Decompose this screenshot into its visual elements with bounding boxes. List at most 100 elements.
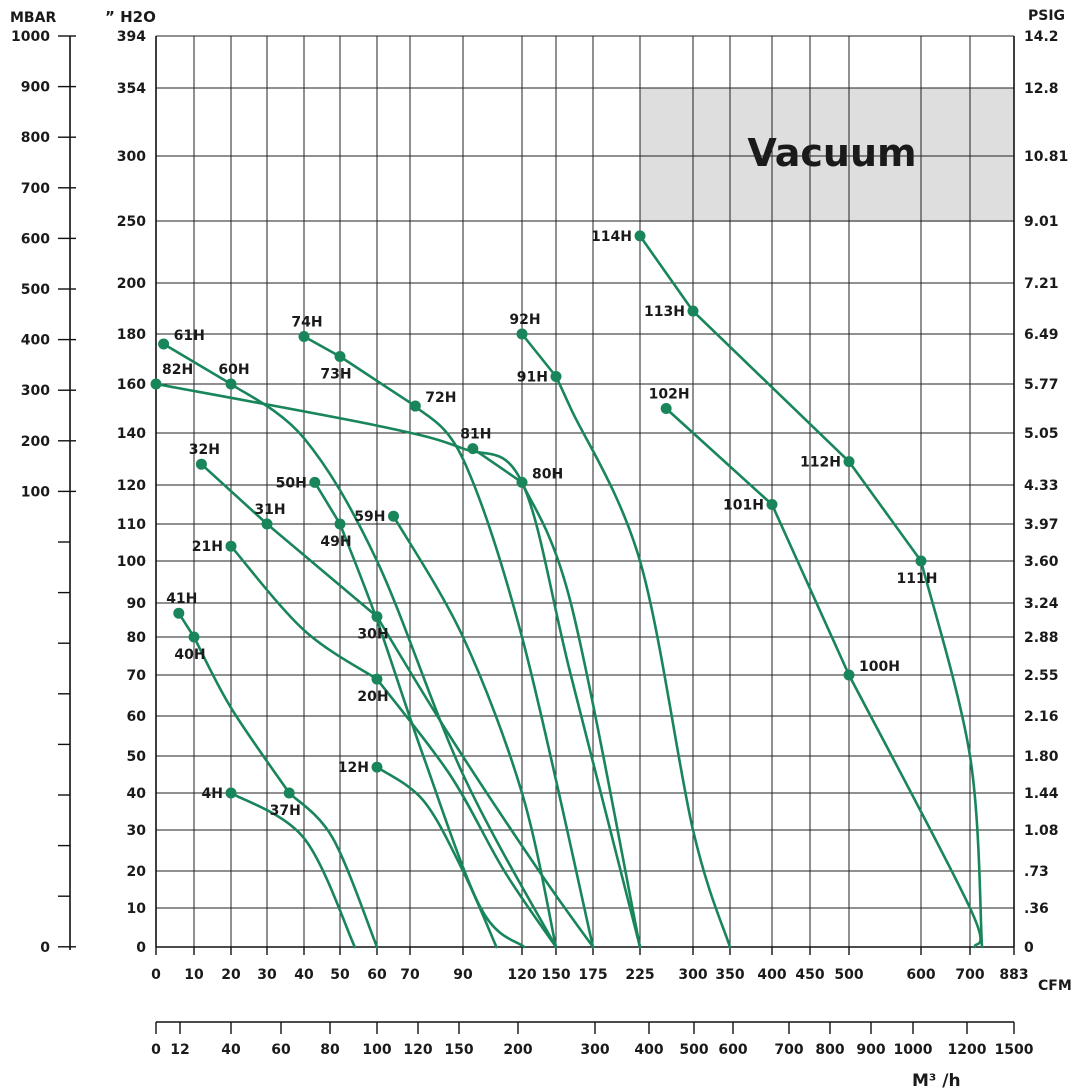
- curve-92h: [520, 332, 558, 378]
- curve-102h: [664, 407, 774, 506]
- curve-label: 112H: [800, 455, 841, 471]
- psig-tick-label: 1.08: [1024, 823, 1059, 839]
- cfm-tick-label: 450: [795, 967, 824, 983]
- h2o-tick-label: 300: [117, 149, 146, 165]
- curve-label: 59H: [354, 509, 385, 525]
- curve-60h: [229, 382, 558, 949]
- point-60h: [225, 378, 237, 390]
- m3h-tick-label: 400: [634, 1042, 663, 1058]
- m3h-tick-label: 80: [320, 1042, 340, 1058]
- point-40h: [188, 631, 200, 643]
- curve-label: 113H: [644, 304, 685, 320]
- curve-113h: [691, 309, 851, 463]
- curve-label: 111H: [897, 571, 938, 587]
- psig-tick-label: 1.44: [1024, 786, 1059, 802]
- psig-tick-label: 2.16: [1024, 709, 1059, 725]
- cfm-tick-label: 225: [625, 967, 654, 983]
- curve-32h: [200, 462, 269, 526]
- curve-label: 102H: [649, 387, 690, 403]
- point-101h: [766, 499, 778, 510]
- cfm-tick-label: 30: [257, 967, 277, 983]
- m3h-tick-label: 800: [815, 1042, 844, 1058]
- point-50h: [309, 476, 321, 488]
- point-4h: [225, 787, 237, 799]
- curve-80h: [520, 481, 642, 949]
- psig-tick-label: 4.33: [1024, 478, 1059, 494]
- cfm-tick-label: 400: [757, 967, 786, 983]
- psig-tick-label: 7.21: [1024, 276, 1059, 292]
- curve-label: 31H: [254, 502, 285, 518]
- psig-tick-label: 10.81: [1024, 149, 1068, 165]
- curve-100h: [847, 673, 982, 949]
- vacuum-banner-text: Vacuum: [747, 131, 916, 175]
- cfm-tick-label: 60: [367, 967, 387, 983]
- cfm-tick-label: 120: [507, 967, 536, 983]
- curve-label: 4H: [202, 786, 223, 802]
- point-32h: [195, 458, 207, 470]
- h2o-tick-label: 354: [117, 81, 146, 97]
- curve-label: 20H: [357, 689, 388, 705]
- curve-59h: [392, 514, 558, 949]
- point-21h: [225, 540, 237, 552]
- curve-label: 21H: [192, 539, 223, 555]
- curve-72h: [414, 404, 595, 949]
- curve-label: 92H: [509, 312, 540, 328]
- m3h-tick-label: 1000: [894, 1042, 933, 1058]
- h2o-tick-label: 60: [127, 709, 147, 725]
- h2o-tick-label: 90: [127, 596, 147, 612]
- curve-81h: [471, 447, 524, 484]
- m3h-tick-label: 0: [151, 1042, 161, 1058]
- curve-74h: [302, 335, 342, 358]
- m3h-tick-label: 200: [503, 1042, 532, 1058]
- cfm-tick-label: 175: [578, 967, 607, 983]
- h2o-tick-label: 80: [127, 630, 147, 646]
- h2o-tick-label: 140: [117, 426, 146, 442]
- curve-82h: [154, 382, 642, 949]
- psig-tick-label: 0: [1024, 940, 1034, 956]
- cfm-tick-label: 10: [184, 967, 204, 983]
- cfm-tick-label: 350: [715, 967, 744, 983]
- vacuum-banner: Vacuum: [640, 88, 1014, 222]
- curve-12h: [375, 765, 498, 949]
- curve-label: 61H: [174, 328, 205, 344]
- point-91h: [550, 371, 562, 382]
- psig-tick-label: .73: [1024, 864, 1049, 880]
- m3h-tick-label: 700: [774, 1042, 803, 1058]
- curve-4h: [229, 791, 357, 949]
- mbar-tick-label: 1000: [11, 29, 50, 45]
- curve-label: 80H: [532, 466, 563, 482]
- curve-label: 74H: [291, 315, 322, 331]
- m3h-tick-label: 100: [362, 1042, 391, 1058]
- m3h-tick-label: 300: [580, 1042, 609, 1058]
- psig-tick-label: 1.80: [1024, 749, 1059, 765]
- m3h-tick-label: 60: [271, 1042, 291, 1058]
- psig-tick-label: 3.97: [1024, 517, 1059, 533]
- curve-114h: [638, 234, 695, 313]
- point-72h: [409, 400, 421, 412]
- m3h-tick-label: 12: [170, 1042, 189, 1058]
- m3h-tick-label: 500: [679, 1042, 708, 1058]
- performance-curves: 4H 37H 41H 40H 12H 21H 20H 32H 31H 30H 50H 49H 61H 60…: [150, 229, 984, 949]
- curve-label: 50H: [276, 475, 307, 491]
- h2o-tick-label: 20: [127, 864, 147, 880]
- psig-tick-label: 2.88: [1024, 630, 1059, 646]
- psig-tick-label: 5.77: [1024, 377, 1059, 393]
- curve-label: 81H: [460, 427, 491, 443]
- curve-label: 100H: [859, 659, 900, 675]
- point-111h: [915, 555, 927, 567]
- axis-labels: MBAR ” H2O PSIG CFM M³ /h: [10, 8, 1072, 1091]
- point-37h: [283, 787, 295, 799]
- point-81h: [467, 443, 479, 455]
- mbar-tick-label: 600: [21, 231, 50, 247]
- h2o-axis-title: ” H2O: [105, 8, 156, 26]
- point-102h: [660, 403, 672, 414]
- point-74h: [298, 331, 310, 342]
- m3h-tick-label: 1200: [948, 1042, 987, 1058]
- curve-73h: [338, 355, 417, 408]
- h2o-tick-label: 10: [127, 901, 147, 917]
- point-100h: [843, 669, 855, 681]
- curve-40h: [192, 635, 291, 795]
- point-41h: [173, 607, 185, 619]
- point-30h: [371, 611, 383, 623]
